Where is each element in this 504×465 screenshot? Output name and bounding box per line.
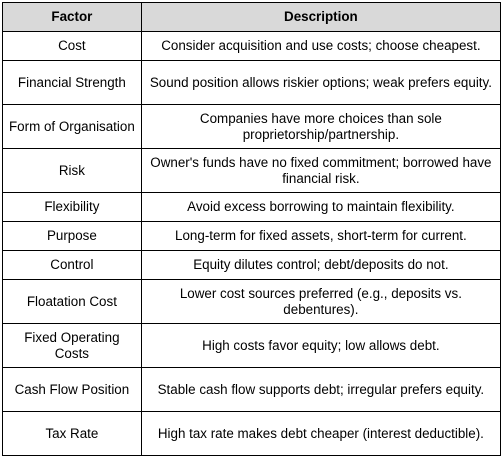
description-cell: High tax rate makes debt cheaper (intere… <box>140 411 502 456</box>
factor-cell: Tax Rate <box>2 411 142 456</box>
factor-cell: Floatation Cost <box>2 279 142 324</box>
table-row: Form of Organisation Companies have more… <box>2 104 502 149</box>
table-header: Factor Description <box>2 2 502 32</box>
header-description: Description <box>140 2 502 32</box>
table-row: Flexibility Avoid excess borrowing to ma… <box>2 192 502 222</box>
description-cell: Long-term for fixed assets, short-term f… <box>140 221 502 251</box>
description-cell: Stable cash flow supports debt; irregula… <box>140 367 502 412</box>
table-row: Cost Consider acquisition and use costs;… <box>2 31 502 61</box>
factor-cell: Risk <box>2 148 142 193</box>
factor-cell: Fixed Operating Costs <box>2 323 142 368</box>
description-cell: Owner's funds have no fixed commitment; … <box>140 148 502 193</box>
factor-cell: Form of Organisation <box>2 104 142 149</box>
factor-cell: Cash Flow Position <box>2 367 142 412</box>
factor-cell: Cost <box>2 31 142 61</box>
table-row: Risk Owner's funds have no fixed commitm… <box>2 148 502 193</box>
description-cell: Avoid excess borrowing to maintain flexi… <box>140 192 502 222</box>
factor-cell: Purpose <box>2 221 142 251</box>
header-factor: Factor <box>2 2 142 32</box>
table-row: Financial Strength Sound position allows… <box>2 60 502 105</box>
table-row: Purpose Long-term for fixed assets, shor… <box>2 221 502 251</box>
table-row: Cash Flow Position Stable cash flow supp… <box>2 367 502 412</box>
table-body: Cost Consider acquisition and use costs;… <box>2 31 502 456</box>
description-cell: Consider acquisition and use costs; choo… <box>140 31 502 61</box>
header-row: Factor Description <box>2 2 502 32</box>
factor-cell: Financial Strength <box>2 60 142 105</box>
factor-cell: Flexibility <box>2 192 142 222</box>
table-row: Tax Rate High tax rate makes debt cheape… <box>2 411 502 456</box>
factors-table: Factor Description Cost Consider acquisi… <box>2 2 502 456</box>
factor-cell: Control <box>2 250 142 280</box>
description-cell: Sound position allows riskier options; w… <box>140 60 502 105</box>
description-cell: Equity dilutes control; debt/deposits do… <box>140 250 502 280</box>
description-cell: Lower cost sources preferred (e.g., depo… <box>140 279 502 324</box>
table-row: Floatation Cost Lower cost sources prefe… <box>2 279 502 324</box>
table-row: Fixed Operating Costs High costs favor e… <box>2 323 502 368</box>
description-cell: High costs favor equity; low allows debt… <box>140 323 502 368</box>
table-row: Control Equity dilutes control; debt/dep… <box>2 250 502 280</box>
description-cell: Companies have more choices than sole pr… <box>140 104 502 149</box>
